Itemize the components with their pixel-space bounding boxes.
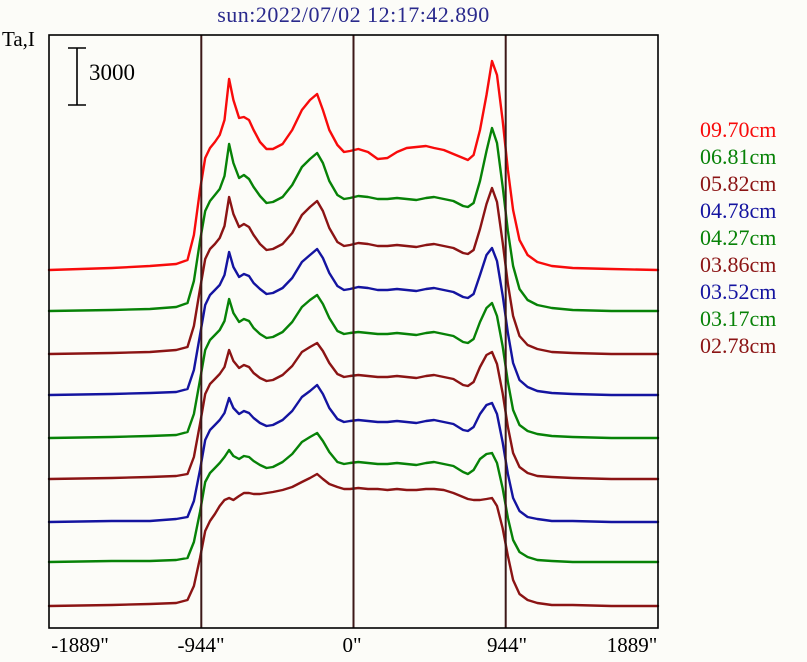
plot-frame (48, 34, 659, 629)
legend-item-03.86cm: 03.86cm (700, 252, 777, 277)
scan-curve-03.17cm (47, 431, 660, 564)
legend-item-04.78cm: 04.78cm (700, 198, 777, 223)
legend-item-03.17cm: 03.17cm (700, 306, 777, 331)
wavelength-legend: 09.70cm 06.81cm 05.82cm 04.78cm 04.27cm 03.86… (700, 116, 776, 359)
x-tick-label-0: 0" (342, 633, 362, 657)
y-axis-label: Ta,I (2, 27, 35, 51)
scan-curve-06.81cm (47, 126, 660, 313)
reference-lines-layer (200, 35, 507, 628)
scan-curve-09.70cm (47, 59, 660, 272)
scalebar-value-label: 3000 (89, 60, 135, 85)
legend-item-06.81cm: 06.81cm (700, 144, 777, 169)
scan-curve-02.78cm (47, 472, 660, 608)
x-tick-label-944: 944" (486, 633, 528, 657)
legend-item-02.78cm: 02.78cm (700, 333, 777, 358)
x-tick-label-1889: 1889" (606, 633, 658, 657)
legend-item-03.52cm: 03.52cm (700, 279, 777, 304)
legend-item-09.70cm: 09.70cm (700, 117, 777, 142)
plot-title: sun:2022/07/02 12:17:42.890 (217, 2, 490, 27)
scan-curve-03.86cm (47, 341, 660, 481)
scan-curve-03.52cm (47, 383, 660, 524)
x-tick-label--944: -944" (177, 633, 225, 657)
legend-item-04.27cm: 04.27cm (700, 225, 777, 250)
scan-curve-05.82cm (47, 186, 660, 356)
legend-item-05.82cm: 05.82cm (700, 171, 777, 196)
x-tick-label--1889: -1889" (51, 633, 109, 657)
amplitude-scalebar (68, 47, 86, 106)
scan-curves-layer (47, 59, 660, 608)
scan-curve-04.27cm (47, 293, 660, 440)
scan-curve-04.78cm (47, 246, 660, 397)
